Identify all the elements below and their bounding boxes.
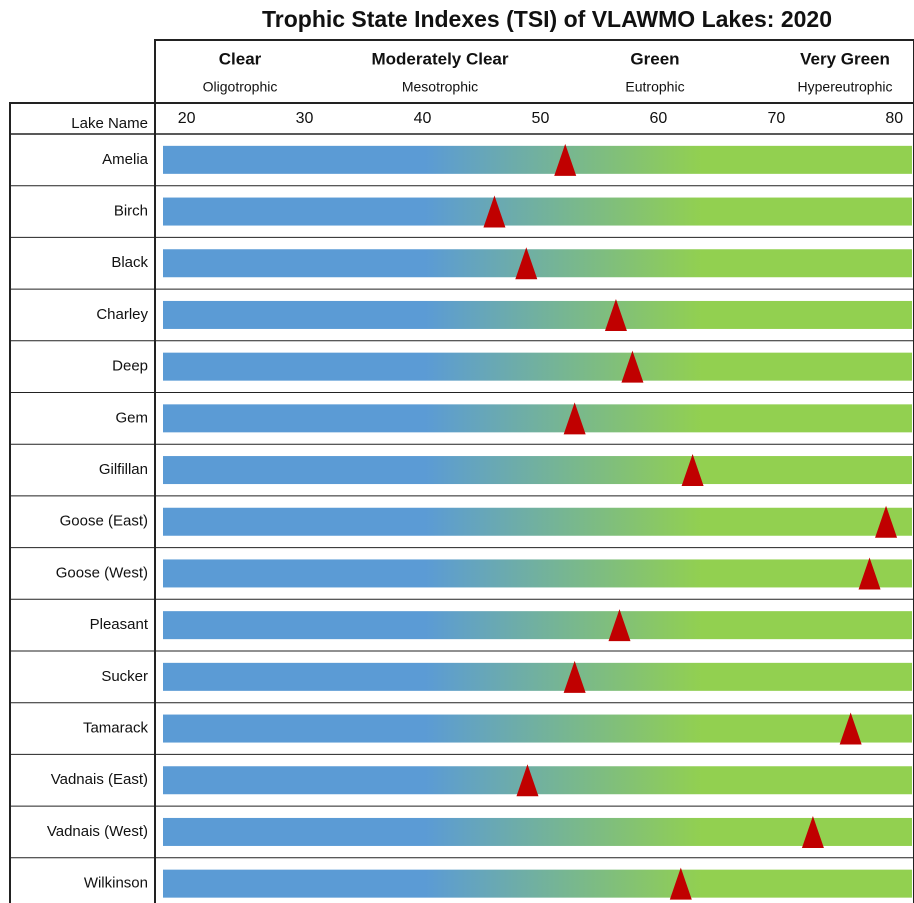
zone-subtitle: Mesotrophic (402, 79, 478, 95)
bar (163, 300, 912, 329)
zone-subtitle: Oligotrophic (203, 79, 278, 95)
category-label: Goose (East) (60, 513, 148, 530)
marker (801, 815, 824, 848)
bar (163, 352, 912, 381)
bar (163, 145, 912, 174)
marker (563, 402, 586, 435)
x-tick-label: 30 (296, 110, 314, 127)
category-label: Gilfillan (99, 461, 148, 478)
marker (608, 609, 631, 642)
marker (858, 557, 881, 590)
category-label: Amelia (102, 151, 149, 168)
bar (163, 662, 912, 691)
bar (163, 404, 912, 433)
x-tick-label: 50 (532, 110, 550, 127)
bar (163, 869, 912, 898)
zone-name: Green (630, 49, 679, 68)
category-label: Pleasant (90, 616, 149, 633)
table-border (9, 102, 914, 903)
marker (604, 298, 627, 331)
category-label: Tamarack (83, 720, 149, 737)
marker (516, 764, 539, 797)
category-label: Wilkinson (84, 875, 148, 892)
category-label: Gem (115, 409, 148, 426)
x-tick-label: 70 (767, 110, 785, 127)
category-label: Charley (96, 306, 148, 323)
marker (563, 660, 586, 693)
zone-name: Very Green (800, 49, 890, 68)
category-header: Lake Name (71, 115, 148, 132)
category-label: Sucker (101, 668, 148, 685)
zone-name: Clear (219, 49, 262, 68)
category-label: Goose (West) (56, 564, 148, 581)
x-tick-label: 60 (650, 110, 668, 127)
marker (839, 712, 862, 745)
zone-subtitle: Eutrophic (625, 79, 684, 95)
zone-subtitle: Hypereutrophic (798, 79, 893, 95)
bar (163, 559, 912, 588)
bar (163, 507, 912, 536)
category-label: Vadnais (West) (47, 823, 148, 840)
bar (163, 197, 912, 226)
bar (163, 714, 912, 743)
bar (163, 456, 912, 485)
bar (163, 817, 912, 846)
marker (669, 867, 692, 900)
x-tick-label: 40 (414, 110, 432, 127)
marker (875, 505, 898, 538)
category-label: Black (111, 254, 148, 271)
marker (515, 247, 538, 280)
bar (163, 766, 912, 795)
x-tick-label: 20 (178, 110, 196, 127)
marker (483, 195, 506, 228)
marker (554, 143, 577, 176)
bar (163, 611, 912, 640)
category-label: Birch (114, 203, 148, 220)
x-tick-label: 80 (885, 110, 903, 127)
bar (163, 249, 912, 278)
category-label: Deep (112, 358, 148, 375)
zone-name: Moderately Clear (372, 49, 509, 68)
marker (681, 454, 704, 487)
category-label: Vadnais (East) (51, 771, 148, 788)
marker (621, 350, 644, 383)
chart-title: Trophic State Indexes (TSI) of VLAWMO La… (262, 6, 832, 32)
